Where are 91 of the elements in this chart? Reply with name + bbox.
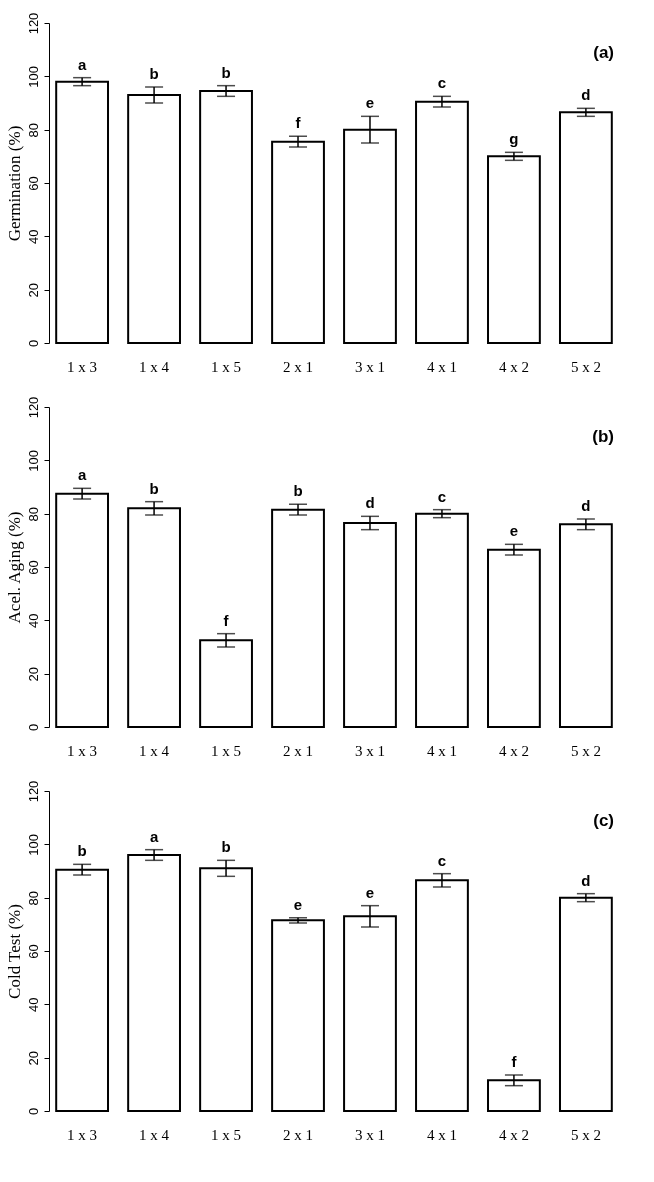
bar — [271, 508, 325, 728]
y-tick-label: 0 — [25, 1107, 41, 1116]
y-tick-label: 80 — [25, 506, 41, 522]
x-tick-label: 4 x 2 — [498, 358, 529, 375]
y-tick-label: 40 — [25, 613, 41, 629]
bar — [55, 80, 110, 344]
annotation: c — [437, 74, 447, 92]
bar — [271, 140, 325, 344]
annotation: d — [365, 494, 375, 512]
annotation: e — [365, 94, 375, 112]
annotation: a — [149, 827, 159, 845]
bar — [55, 868, 110, 1112]
x-tick-label: 3 x 1 — [354, 1126, 385, 1143]
annotation: b — [149, 479, 159, 497]
x-tick-label: 3 x 1 — [354, 742, 385, 759]
x-tick-label: 1 x 3 — [67, 1126, 98, 1143]
annotation: d — [581, 86, 591, 104]
bar — [487, 548, 541, 728]
x-tick-label: 4 x 1 — [426, 358, 457, 375]
y-tick-label: 100 — [25, 833, 41, 856]
y-tick-label: 0 — [25, 339, 41, 348]
y-axis-title: Germination (%) — [4, 125, 24, 242]
y-tick-label: 80 — [25, 890, 41, 906]
bar — [415, 100, 469, 344]
x-tick-label: 5 x 2 — [570, 1126, 601, 1143]
y-tick-label: 120 — [25, 396, 41, 419]
y-tick-label: 120 — [25, 780, 41, 803]
y-tick-label: 20 — [25, 282, 41, 298]
bar — [271, 919, 325, 1112]
bar — [199, 90, 253, 344]
x-tick-label: 4 x 1 — [426, 1126, 457, 1143]
annotation: b — [221, 838, 231, 856]
bar — [487, 1079, 541, 1112]
y-tick-label: 0 — [25, 723, 41, 732]
y-axis-title: Cold Test (%) — [4, 904, 24, 999]
x-tick-label: 4 x 1 — [426, 742, 457, 759]
annotation: d — [581, 871, 591, 889]
annotation: f — [223, 611, 230, 629]
bar — [558, 111, 613, 344]
y-tick-label: 100 — [25, 449, 41, 472]
x-tick-label: 1 x 5 — [211, 1126, 242, 1143]
x-tick-label: 1 x 4 — [139, 1126, 170, 1143]
annotation: f — [295, 114, 302, 132]
annotation: (a) — [593, 43, 614, 62]
annotation: d — [581, 497, 591, 514]
x-tick-label: 1 x 3 — [67, 742, 98, 759]
x-tick-label: 5 x 2 — [570, 358, 601, 375]
annotation: e — [293, 895, 303, 913]
annotation: (b) — [592, 427, 614, 446]
y-axis-title: Acel. Aging (%) — [4, 511, 24, 624]
y-tick-label: 20 — [25, 666, 41, 682]
annotation: b — [221, 63, 231, 81]
x-tick-label: 4 x 2 — [498, 742, 529, 759]
y-tick-label: 40 — [25, 997, 41, 1013]
x-tick-label: 5 x 2 — [570, 742, 601, 759]
x-tick-label: 2 x 1 — [283, 358, 314, 375]
annotation: e — [365, 883, 375, 901]
bar — [415, 512, 469, 728]
annotation: (c) — [593, 811, 614, 830]
y-tick-label: 100 — [25, 65, 41, 88]
x-tick-label: 1 x 4 — [139, 742, 170, 759]
y-tick-label: 60 — [25, 176, 41, 191]
annotation: g — [509, 130, 519, 148]
annotation: b — [293, 482, 303, 500]
annotation: c — [437, 851, 447, 869]
y-tick-label: 120 — [25, 12, 41, 35]
annotation: a — [77, 55, 87, 73]
bar — [55, 492, 110, 728]
bar — [558, 896, 613, 1112]
annotation: c — [437, 487, 447, 505]
x-tick-label: 4 x 2 — [498, 1126, 529, 1143]
x-tick-label: 2 x 1 — [283, 742, 314, 759]
y-tick-label: 20 — [25, 1050, 41, 1066]
x-tick-label: 1 x 5 — [211, 358, 242, 375]
annotation: a — [77, 466, 87, 484]
bar — [487, 155, 541, 344]
y-tick-label: 40 — [25, 229, 41, 245]
y-tick-label: 60 — [25, 560, 41, 575]
y-tick-label: 80 — [25, 122, 41, 138]
x-tick-label: 1 x 3 — [67, 358, 98, 375]
annotation: f — [511, 1053, 518, 1070]
x-tick-label: 1 x 4 — [139, 358, 170, 375]
annotation: b — [149, 65, 159, 82]
x-tick-label: 3 x 1 — [354, 358, 385, 375]
x-tick-label: 2 x 1 — [283, 1126, 314, 1143]
x-tick-label: 1 x 5 — [211, 742, 242, 759]
annotation: b — [77, 842, 87, 860]
bar — [127, 854, 181, 1112]
bar — [558, 523, 613, 728]
y-tick-label: 60 — [25, 944, 41, 959]
annotation: e — [509, 522, 519, 540]
